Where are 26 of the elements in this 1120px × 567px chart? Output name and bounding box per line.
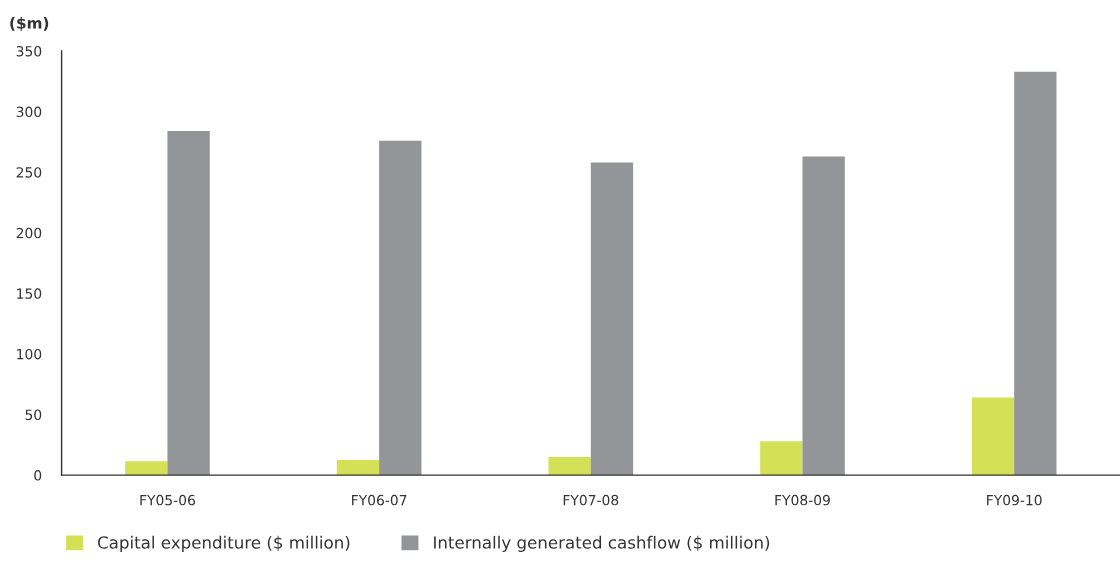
y-tick-label: 200 bbox=[16, 227, 42, 239]
x-tick-label: FY09-10 bbox=[987, 494, 1042, 506]
x-tick-label: FY06-07 bbox=[352, 494, 407, 506]
x-tick-label: FY08-09 bbox=[775, 494, 830, 506]
bar bbox=[590, 162, 634, 476]
x-tick-label: FY05-06 bbox=[140, 494, 195, 506]
y-tick-label: 150 bbox=[17, 288, 42, 299]
bar bbox=[125, 461, 168, 476]
y-axis-title: ($m) bbox=[10, 17, 49, 31]
bar bbox=[971, 397, 1015, 476]
y-tick-label: 350 bbox=[16, 46, 42, 57]
y-tick-label: 0 bbox=[34, 470, 42, 481]
bar bbox=[379, 140, 422, 476]
y-tick-label: 300 bbox=[16, 106, 42, 118]
y-tick-label: 250 bbox=[16, 167, 42, 178]
y-tick-label: 50 bbox=[25, 409, 42, 421]
bar bbox=[167, 131, 210, 476]
bar bbox=[548, 456, 591, 476]
bar bbox=[1014, 71, 1057, 476]
bar bbox=[336, 460, 380, 476]
bar bbox=[802, 156, 845, 476]
legend-label: Internally generated cashflow ($ million) bbox=[434, 535, 770, 552]
y-tick-label: 100 bbox=[17, 348, 42, 360]
legend-label: Capital expenditure ($ million) bbox=[98, 535, 350, 552]
bar bbox=[760, 441, 803, 476]
x-tick-label: FY07-08 bbox=[563, 494, 619, 506]
